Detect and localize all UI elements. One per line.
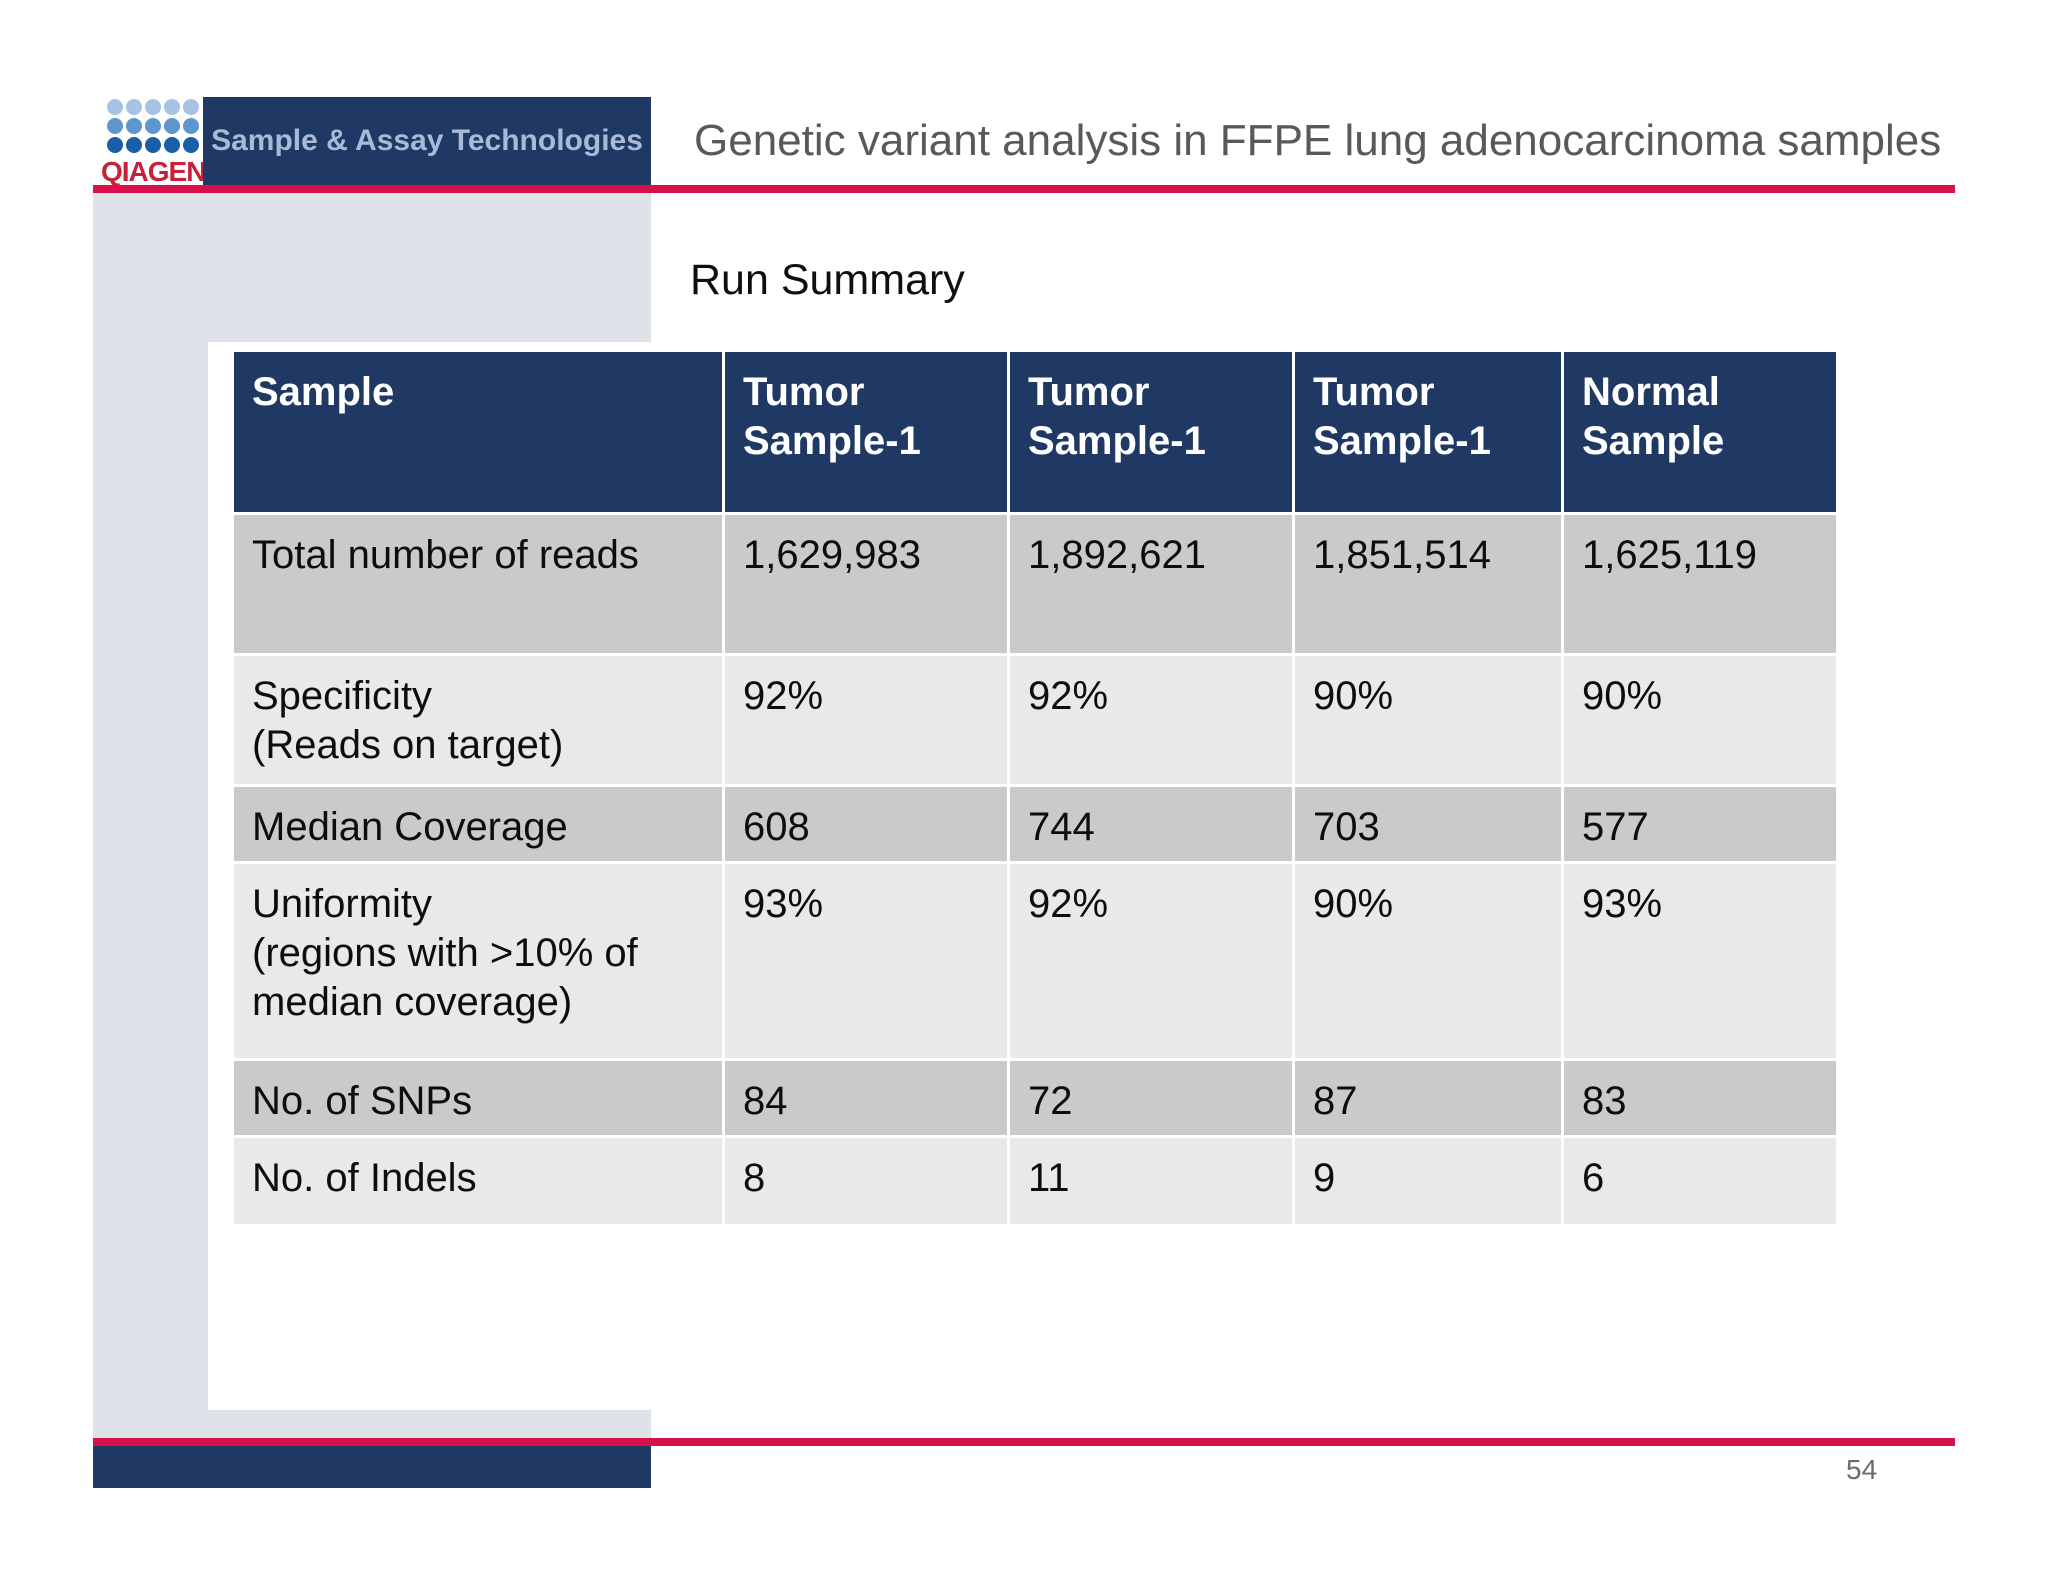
row-label: Specificity <box>252 674 433 718</box>
table-row: Total number of reads 1,629,983 1,892,621 1… <box>234 515 1836 653</box>
footer-rule <box>93 1438 1955 1446</box>
row-label: Median Coverage <box>252 805 568 849</box>
header-rule <box>93 185 1955 193</box>
cell-value: 8 <box>725 1138 1007 1224</box>
table-header-cell: Tumor Sample-1 <box>1295 352 1561 512</box>
cell-value: 90% <box>1295 656 1561 784</box>
data-table: Sample Tumor Sample-1 Tumor Sample-1 Tumor … <box>231 349 1839 1227</box>
footer-bar <box>93 1446 651 1488</box>
cell-value: 1,625,119 <box>1564 515 1836 653</box>
cell-value: 93% <box>725 864 1007 1058</box>
row-label: Uniformity <box>252 882 433 926</box>
table-header-cell: Tumor Sample-1 <box>725 352 1007 512</box>
cell-value: 1,629,983 <box>725 515 1007 653</box>
cell-value: 744 <box>1010 787 1292 861</box>
cell-value: 6 <box>1564 1138 1836 1224</box>
table-header-cell: Tumor Sample-1 <box>1010 352 1292 512</box>
row-sublabel: (regions with >10% of median coverage) <box>252 930 638 1024</box>
cell-value: 84 <box>725 1061 1007 1135</box>
cell-value: 72 <box>1010 1061 1292 1135</box>
table-row: Uniformity (regions with >10% of median c… <box>234 864 1836 1058</box>
brand-banner: Sample & Assay Technologies <box>203 97 651 185</box>
cell-value: 577 <box>1564 787 1836 861</box>
slide-title: Genetic variant analysis in FFPE lung ad… <box>694 116 1942 165</box>
cell-value: 703 <box>1295 787 1561 861</box>
row-label: No. of SNPs <box>252 1079 473 1123</box>
table-header-cell: Sample <box>234 352 722 512</box>
row-label-cell: Uniformity (regions with >10% of median c… <box>234 864 722 1058</box>
cell-value: 1,892,621 <box>1010 515 1292 653</box>
row-label-cell: Specificity (Reads on target) <box>234 656 722 784</box>
cell-value: 92% <box>1010 656 1292 784</box>
cell-value: 11 <box>1010 1138 1292 1224</box>
banner-label: Sample & Assay Technologies <box>211 124 643 157</box>
qiagen-dots-icon <box>107 99 199 153</box>
brand-logo: QIAGEN <box>101 99 206 188</box>
cell-value: 90% <box>1564 656 1836 784</box>
row-label-cell: Total number of reads <box>234 515 722 653</box>
table-row: No. of SNPs 84 72 87 83 <box>234 1061 1836 1135</box>
row-label-cell: No. of Indels <box>234 1138 722 1224</box>
qiagen-wordmark: QIAGEN <box>101 156 206 187</box>
row-label: No. of Indels <box>252 1156 477 1200</box>
page-number: 54 <box>1846 1454 1878 1485</box>
cell-value: 87 <box>1295 1061 1561 1135</box>
cell-value: 1,851,514 <box>1295 515 1561 653</box>
cell-value: 608 <box>725 787 1007 861</box>
section-title: Run Summary <box>690 256 965 304</box>
run-summary-table: Sample Tumor Sample-1 Tumor Sample-1 Tumor … <box>234 352 1836 1224</box>
table-header-row: Sample Tumor Sample-1 Tumor Sample-1 Tumor … <box>234 352 1836 512</box>
cell-value: 92% <box>725 656 1007 784</box>
row-label-cell: Median Coverage <box>234 787 722 861</box>
cell-value: 93% <box>1564 864 1836 1058</box>
cell-value: 9 <box>1295 1138 1561 1224</box>
cell-value: 92% <box>1010 864 1292 1058</box>
table-row: Median Coverage 608 744 703 577 <box>234 787 1836 861</box>
row-label: Total number of reads <box>252 533 639 577</box>
table-row: Specificity (Reads on target) 92% 92% 90% 90% <box>234 656 1836 784</box>
cell-value: 83 <box>1564 1061 1836 1135</box>
row-label-cell: No. of SNPs <box>234 1061 722 1135</box>
table-row: No. of Indels 8 11 9 6 <box>234 1138 1836 1224</box>
row-sublabel: (Reads on target) <box>252 722 564 767</box>
table-header-cell: Normal Sample <box>1564 352 1836 512</box>
cell-value: 90% <box>1295 864 1561 1058</box>
